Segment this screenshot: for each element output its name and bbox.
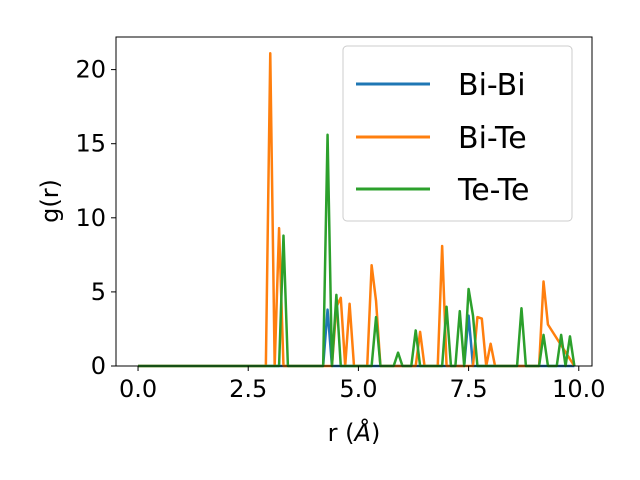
x-tick-label: 10.0 xyxy=(552,375,605,403)
y-axis-ticks: 0 5 10 15 20 xyxy=(75,56,116,380)
y-tick-label: 15 xyxy=(75,130,106,158)
x-axis-ticks: 0.0 2.5 5.0 7.5 10.0 xyxy=(119,366,605,403)
legend-frame xyxy=(342,45,573,222)
x-axis-label-base: r ( xyxy=(328,419,355,447)
legend-label-bi-bi: Bi-Bi xyxy=(458,68,526,103)
x-tick-label: 7.5 xyxy=(450,375,488,403)
y-tick-label: 10 xyxy=(75,204,106,232)
y-tick-label: 5 xyxy=(91,278,106,306)
y-axis-label: g(r) xyxy=(36,179,64,223)
legend-label-bi-te: Bi-Te xyxy=(458,121,527,156)
legend-label-te-te: Te-Te xyxy=(457,173,529,208)
x-axis-label: r (Å) xyxy=(328,418,381,447)
x-tick-label: 2.5 xyxy=(229,375,267,403)
plot-area xyxy=(115,36,593,368)
series-line-te-te xyxy=(138,133,576,368)
x-axis-label-unit: Å xyxy=(353,418,371,447)
y-tick-label: 20 xyxy=(75,56,106,84)
legend[interactable]: Bi-Bi Bi-Te Te-Te xyxy=(342,45,573,222)
x-axis-label-end: ) xyxy=(371,419,380,447)
x-tick-label: 0.0 xyxy=(119,375,157,403)
y-tick-label: 0 xyxy=(91,352,106,380)
legend-entries: Bi-Bi Bi-Te Te-Te xyxy=(356,68,529,208)
axes-frame xyxy=(115,36,593,367)
x-tick-label: 5.0 xyxy=(339,375,377,403)
